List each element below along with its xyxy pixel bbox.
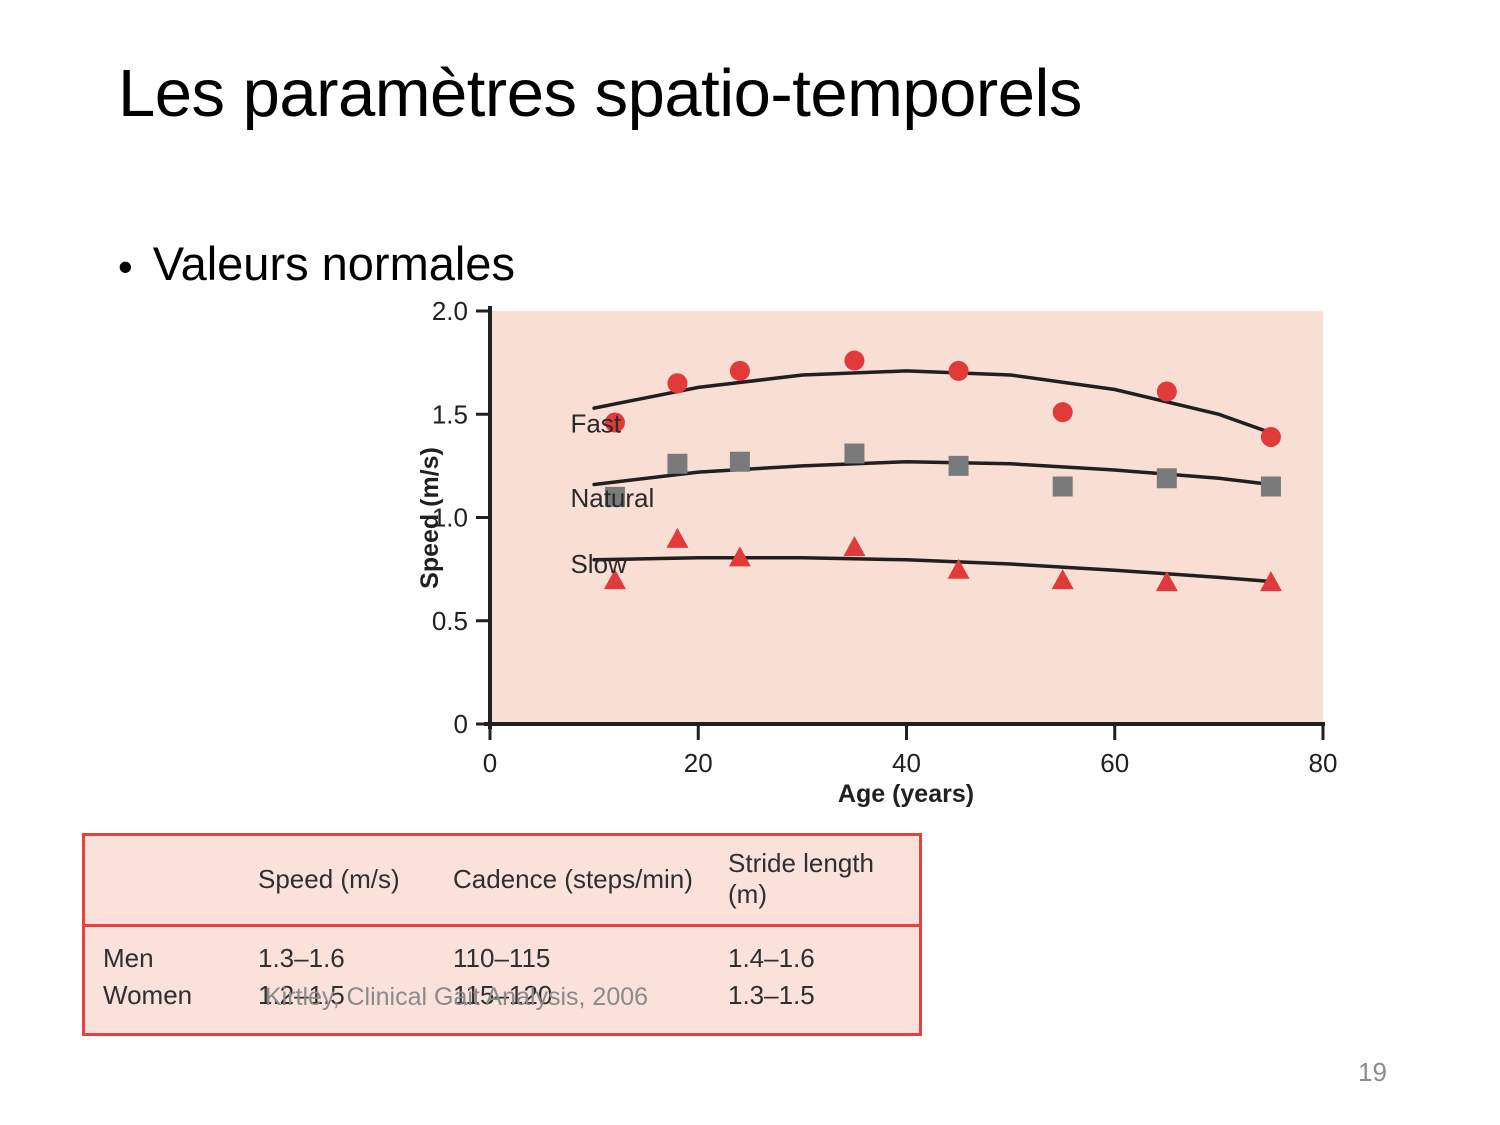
- page-number: 19: [1358, 1057, 1387, 1087]
- series-label-fast: Fast: [570, 409, 621, 439]
- data-point-fast: [844, 350, 865, 371]
- data-point-slow: [728, 546, 751, 567]
- data-point-natural: [604, 486, 625, 507]
- y-tick-label: 1.0: [432, 503, 468, 533]
- column-header-cadence: Cadence (steps/min): [453, 836, 728, 927]
- data-point-fast: [948, 360, 969, 381]
- series-label-natural: Natural: [570, 483, 654, 513]
- cell-speed: 1.3–1.6: [258, 943, 345, 973]
- cell-cadence: 115–120: [453, 980, 553, 1010]
- data-point-fast: [729, 360, 750, 381]
- column-header-stride: Stride length (m): [728, 836, 919, 927]
- bullet-marker-icon: •: [118, 243, 133, 290]
- data-point-natural: [729, 451, 750, 472]
- data-point-slow: [1155, 571, 1178, 592]
- y-tick-label: 1.5: [432, 399, 468, 429]
- bullet-item: • Valeurs normales: [118, 238, 515, 290]
- data-markers: [603, 350, 1282, 592]
- series-label-slow: Slow: [570, 549, 627, 579]
- source-citation: Kirtley, Clinical Gait Analysis, 2006: [265, 983, 649, 1011]
- series-labels: Fast Natural Slow: [570, 409, 654, 579]
- x-tick-label: 0: [483, 748, 497, 778]
- page-title: Les paramètres spatio-temporels: [118, 56, 1082, 131]
- data-point-natural: [1260, 476, 1281, 497]
- x-tick-label: 20: [684, 748, 713, 778]
- data-point-fast: [1156, 381, 1177, 402]
- y-tick-label: 0.5: [432, 606, 468, 636]
- x-axis-ticks: 0 20 40 60 80: [483, 724, 1338, 778]
- cell-group: Women: [103, 980, 193, 1010]
- plot-background: [490, 311, 1323, 724]
- normal-values-table: Speed (m/s) Cadence (steps/min) Stride l…: [82, 833, 922, 1036]
- data-point-slow: [1259, 571, 1282, 592]
- y-tick-label: 0: [454, 709, 468, 739]
- bullet-label: Valeurs normales: [152, 237, 515, 290]
- table-row: Women 1.2–1.5 115–120 1.3–1.5: [85, 977, 919, 1033]
- data-point-fast: [1260, 426, 1281, 447]
- data-point-natural: [1052, 476, 1073, 497]
- data-point-fast: [667, 373, 688, 394]
- table-header-row: Speed (m/s) Cadence (steps/min) Stride l…: [85, 836, 919, 927]
- data-point-fast: [604, 412, 625, 433]
- column-header-group: [85, 836, 258, 927]
- data-point-natural: [948, 455, 969, 476]
- x-tick-label: 40: [892, 748, 921, 778]
- data-point-natural: [1156, 468, 1177, 489]
- y-axis-ticks: 0 0.5 1.0 1.5 2.0: [432, 296, 490, 739]
- chart-canvas: 00.51.01.52.0 0 20 40 60 80 FastNaturalSlow …: [416, 296, 1338, 808]
- data-point-natural: [667, 453, 688, 474]
- data-point-fast: [1052, 402, 1073, 423]
- x-axis-title: Age (years): [838, 780, 974, 808]
- data-point-slow: [843, 536, 866, 557]
- data-point-slow: [947, 558, 970, 579]
- cell-cadence: 110–115: [453, 943, 551, 973]
- table-row: Men 1.3–1.6 110–115 1.4–1.6: [85, 926, 919, 978]
- data-point-slow: [603, 569, 626, 590]
- cell-group: Men: [103, 943, 154, 973]
- x-tick-label: 60: [1100, 748, 1129, 778]
- y-tick-label: 2.0: [432, 296, 468, 326]
- cell-stride: 1.4–1.6: [728, 943, 815, 973]
- data-point-slow: [1051, 569, 1074, 590]
- y-axis-title: Speed (m/s): [416, 447, 444, 589]
- data-point-slow: [666, 527, 689, 548]
- speed-vs-age-chart: 0 0.5 1.0 1.5 2.0 0 20 40 60 80 Fast Natural Slow …: [400, 290, 1360, 820]
- column-header-speed: Speed (m/s): [258, 836, 453, 927]
- cell-speed: 1.2–1.5: [258, 980, 345, 1010]
- x-tick-label: 80: [1309, 748, 1338, 778]
- cell-stride: 1.3–1.5: [728, 980, 815, 1010]
- data-point-natural: [844, 443, 865, 464]
